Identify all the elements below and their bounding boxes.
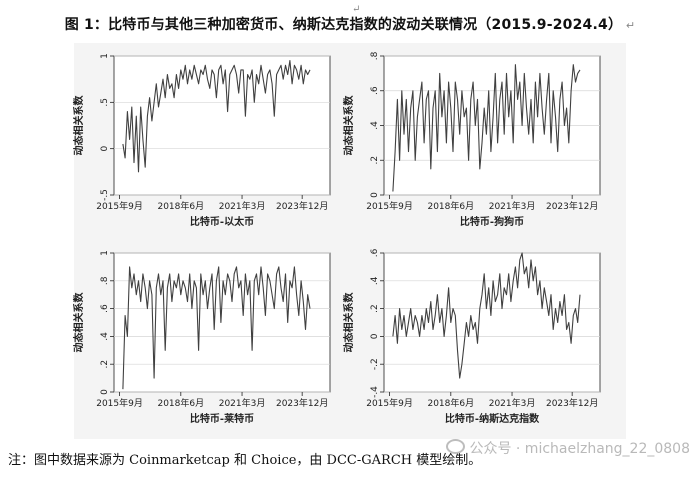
x-tick-label: 2023年12月 (546, 200, 598, 212)
x-tick-label: 2015年9月 (366, 200, 413, 212)
series-line (122, 266, 311, 390)
y-tick-label: .6 (370, 248, 380, 257)
y-tick-label: .4 (370, 276, 380, 285)
chart-svg: -.5 0 .5 1 2015年9月 2018年6月 2021年3月 2023年12月比特币-… (72, 53, 331, 228)
y-tick-label: 1 (100, 53, 110, 59)
x-axis-label: 比特币-纳斯达克指数 (445, 412, 540, 425)
series-line (122, 60, 311, 173)
x-tick-label: 2021年3月 (489, 200, 536, 212)
y-tick-label: 0 (370, 192, 380, 198)
y-tick-label: .6 (100, 304, 110, 313)
figure-title: 图 1：比特币与其他三种加密货币、纳斯达克指数的波动关联情况（2015.9-20… (0, 14, 700, 34)
y-tick-label: .2 (100, 360, 110, 369)
y-tick-label: .8 (370, 51, 380, 60)
watermark: 公众号 · michaelzhang_22_0808 (446, 438, 690, 458)
chart-btc-eth: -.5 0 .5 1 2015年9月 2018年6月 2021年3月 2023年12月比特币-… (68, 48, 338, 233)
x-tick-label: 2015年9月 (366, 397, 413, 409)
paragraph-mark: ↵ (622, 19, 636, 32)
paragraph-mark-top: ↵ (352, 4, 361, 15)
watermark-text: 公众号 · michaelzhang_22_0808 (469, 441, 690, 457)
y-tick-label: -.4 (370, 386, 380, 398)
x-tick-label: 2021年3月 (219, 200, 266, 212)
chart-svg: -.4 -.2 0 .2 .4 .6 2015年9月 2018年6月 2021年3月 2023年1… (342, 248, 601, 425)
y-tick-label: -.5 (100, 189, 110, 201)
y-tick-label: .4 (370, 121, 380, 130)
x-tick-label: 2021年3月 (489, 397, 536, 409)
y-tick-label: .4 (100, 332, 110, 341)
x-tick-label: 2023年12月 (546, 397, 598, 409)
plot-area (113, 252, 331, 393)
x-tick-label: 2018年6月 (427, 397, 474, 409)
y-axis-label: 动态相关系数 (72, 292, 85, 353)
x-axis-label: 比特币-莱特币 (190, 412, 254, 425)
y-axis-label: 动态相关系数 (72, 95, 85, 156)
figure-title-text: 图 1：比特币与其他三种加密货币、纳斯达克指数的波动关联情况（2015.9-20… (64, 17, 623, 33)
series-line (392, 252, 581, 379)
x-axis-label: 比特币-以太币 (190, 215, 254, 228)
y-tick-label: .6 (370, 86, 380, 95)
x-tick-label: 2015年9月 (96, 397, 143, 409)
y-tick-label: 0 (100, 389, 110, 395)
x-tick-label: 2018年6月 (157, 397, 204, 409)
y-tick-label: .2 (370, 304, 380, 313)
wechat-icon (446, 439, 466, 454)
y-axis-label: 动态相关系数 (342, 95, 355, 156)
x-tick-label: 2018年6月 (157, 200, 204, 212)
chart-svg: 0 .2 .4 .6 .8 1 2015年9月 2018年6月 2021年3月 2023年12月比… (72, 250, 331, 425)
x-tick-label: 2015年9月 (96, 200, 143, 212)
chart-btc-nasdaq: -.4 -.2 0 .2 .4 .6 2015年9月 2018年6月 2021年3月 2023年1… (338, 245, 608, 430)
plot-area (383, 252, 601, 393)
chart-btc-doge: 0 .2 .4 .6 .8 2015年9月 2018年6月 2021年3月 2023年12月比特… (338, 48, 608, 233)
x-tick-label: 2023年12月 (276, 397, 328, 409)
y-tick-label: .5 (100, 98, 110, 107)
y-tick-label: 0 (370, 333, 380, 339)
x-tick-label: 2023年12月 (276, 200, 328, 212)
chart-svg: 0 .2 .4 .6 .8 2015年9月 2018年6月 2021年3月 2023年12月比特… (342, 51, 601, 228)
y-tick-label: 1 (100, 250, 110, 256)
series-line (392, 64, 581, 192)
x-tick-label: 2021年3月 (219, 397, 266, 409)
y-tick-label: 0 (100, 146, 110, 152)
chart-btc-ltc: 0 .2 .4 .6 .8 1 2015年9月 2018年6月 2021年3月 2023年12月比… (68, 245, 338, 430)
x-axis-label: 比特币-狗狗币 (460, 215, 524, 228)
figure-note: 注：图中数据来源为 Coinmarketcap 和 Choice，由 DCC-G… (8, 453, 482, 468)
x-tick-label: 2018年6月 (427, 200, 474, 212)
y-tick-label: -.2 (370, 358, 380, 370)
y-tick-label: .8 (100, 276, 110, 285)
y-tick-label: .2 (370, 156, 380, 165)
y-axis-label: 动态相关系数 (342, 292, 355, 353)
